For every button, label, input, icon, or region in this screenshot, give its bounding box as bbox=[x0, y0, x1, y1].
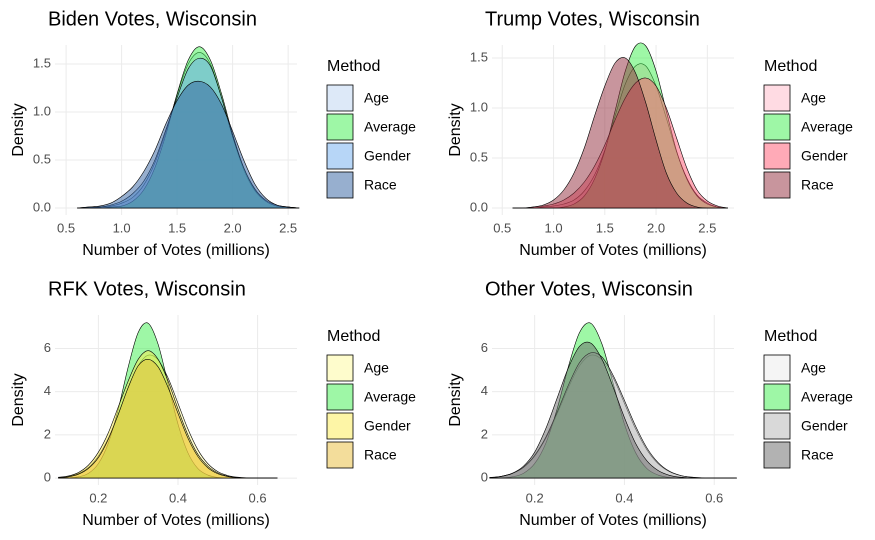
y-tick-label: 4 bbox=[44, 383, 51, 398]
legend-label: Average bbox=[364, 119, 416, 135]
legend-swatch bbox=[326, 142, 354, 170]
legend-label: Average bbox=[801, 389, 853, 405]
x-tick-label: 2.0 bbox=[224, 220, 242, 235]
legend-label: Age bbox=[801, 360, 826, 376]
panel: Other Votes, Wisconsin 0 2 4 6 0.2 0.4 0.6 Numbe… bbox=[447, 278, 853, 529]
x-tick-label: 0.6 bbox=[249, 490, 267, 505]
x-tick-label: 0.5 bbox=[57, 220, 75, 235]
legend-swatch bbox=[326, 412, 354, 440]
y-tick-label: 1.5 bbox=[470, 49, 488, 64]
y-tick-label: 0 bbox=[481, 470, 488, 485]
x-tick-label: 0.5 bbox=[493, 220, 511, 235]
y-tick-label: 6 bbox=[481, 340, 488, 355]
y-axis-label: Density bbox=[10, 373, 27, 426]
chart-title: Other Votes, Wisconsin bbox=[485, 278, 693, 300]
x-axis-label: Number of Votes (millions) bbox=[82, 512, 270, 529]
legend-label: Race bbox=[801, 447, 834, 463]
x-tick-label: 0.4 bbox=[615, 490, 633, 505]
legend-label: Gender bbox=[801, 418, 848, 434]
legend-label: Race bbox=[364, 447, 397, 463]
panel: Trump Votes, Wisconsin 0.0 0.5 1.0 1.5 0.5 1.0… bbox=[447, 8, 853, 259]
x-tick-label: 1.5 bbox=[596, 220, 614, 235]
legend-label: Gender bbox=[364, 418, 411, 434]
legend-swatch bbox=[763, 354, 791, 382]
y-axis-label: Density bbox=[10, 103, 27, 156]
x-tick-label: 0.2 bbox=[526, 490, 544, 505]
y-tick-label: 0.5 bbox=[33, 151, 51, 166]
x-tick-label: 1.0 bbox=[113, 220, 131, 235]
x-axis-label: Number of Votes (millions) bbox=[519, 512, 707, 529]
y-tick-label: 1.0 bbox=[33, 103, 51, 118]
legend-label: Age bbox=[801, 90, 826, 106]
y-axis-label: Density bbox=[447, 103, 464, 156]
panel: Biden Votes, Wisconsin 0.0 0.5 1.0 1.5 0.5 1.0… bbox=[10, 8, 416, 259]
panel: RFK Votes, Wisconsin 0 2 4 6 0.2 0.4 0.6 Number … bbox=[10, 278, 416, 529]
legend-title: Method bbox=[764, 58, 817, 75]
legend-label: Average bbox=[364, 389, 416, 405]
x-tick-label: 2.5 bbox=[698, 220, 716, 235]
x-tick-label: 1.0 bbox=[544, 220, 562, 235]
density-area bbox=[489, 341, 737, 479]
legend-swatch bbox=[763, 441, 791, 469]
legend-label: Gender bbox=[801, 148, 848, 164]
chart-title: Trump Votes, Wisconsin bbox=[485, 8, 700, 30]
x-tick-label: 0.4 bbox=[169, 490, 187, 505]
y-tick-label: 6 bbox=[44, 340, 51, 355]
legend-swatch bbox=[763, 383, 791, 411]
y-axis-label: Density bbox=[447, 373, 464, 426]
y-tick-label: 0 bbox=[44, 470, 51, 485]
legend-swatch bbox=[326, 354, 354, 382]
y-tick-label: 2 bbox=[44, 426, 51, 441]
y-tick-label: 1.0 bbox=[470, 99, 488, 114]
y-tick-label: 2 bbox=[481, 426, 488, 441]
x-axis-label: Number of Votes (millions) bbox=[82, 242, 270, 259]
legend-label: Age bbox=[364, 90, 389, 106]
x-tick-label: 0.6 bbox=[705, 490, 723, 505]
y-tick-label: 0.0 bbox=[470, 199, 488, 214]
legend-label: Age bbox=[364, 360, 389, 376]
legend-swatch bbox=[326, 441, 354, 469]
legend-swatch bbox=[326, 171, 354, 199]
legend-label: Average bbox=[801, 119, 853, 135]
x-tick-label: 1.5 bbox=[168, 220, 186, 235]
legend-swatch bbox=[326, 84, 354, 112]
legend-swatch bbox=[326, 113, 354, 141]
legend-swatch bbox=[763, 171, 791, 199]
density-area bbox=[77, 80, 300, 209]
y-tick-label: 1.5 bbox=[33, 55, 51, 70]
x-tick-label: 2.5 bbox=[279, 220, 297, 235]
legend-title: Method bbox=[764, 328, 817, 345]
legend-title: Method bbox=[327, 328, 380, 345]
legend-swatch bbox=[326, 383, 354, 411]
y-tick-label: 0.5 bbox=[470, 149, 488, 164]
y-tick-label: 4 bbox=[481, 383, 488, 398]
x-tick-label: 2.0 bbox=[647, 220, 665, 235]
legend-swatch bbox=[763, 412, 791, 440]
legend-title: Method bbox=[327, 58, 380, 75]
chart-title: Biden Votes, Wisconsin bbox=[48, 8, 257, 30]
legend-label: Race bbox=[364, 177, 397, 193]
x-axis-label: Number of Votes (millions) bbox=[519, 242, 707, 259]
chart-title: RFK Votes, Wisconsin bbox=[48, 278, 246, 300]
legend-swatch bbox=[763, 84, 791, 112]
legend-swatch bbox=[763, 113, 791, 141]
legend-label: Gender bbox=[364, 148, 411, 164]
density-area bbox=[58, 358, 278, 479]
legend-label: Race bbox=[801, 177, 834, 193]
y-tick-label: 0.0 bbox=[33, 199, 51, 214]
x-tick-label: 0.2 bbox=[89, 490, 107, 505]
legend-swatch bbox=[763, 142, 791, 170]
density-area bbox=[512, 57, 728, 209]
